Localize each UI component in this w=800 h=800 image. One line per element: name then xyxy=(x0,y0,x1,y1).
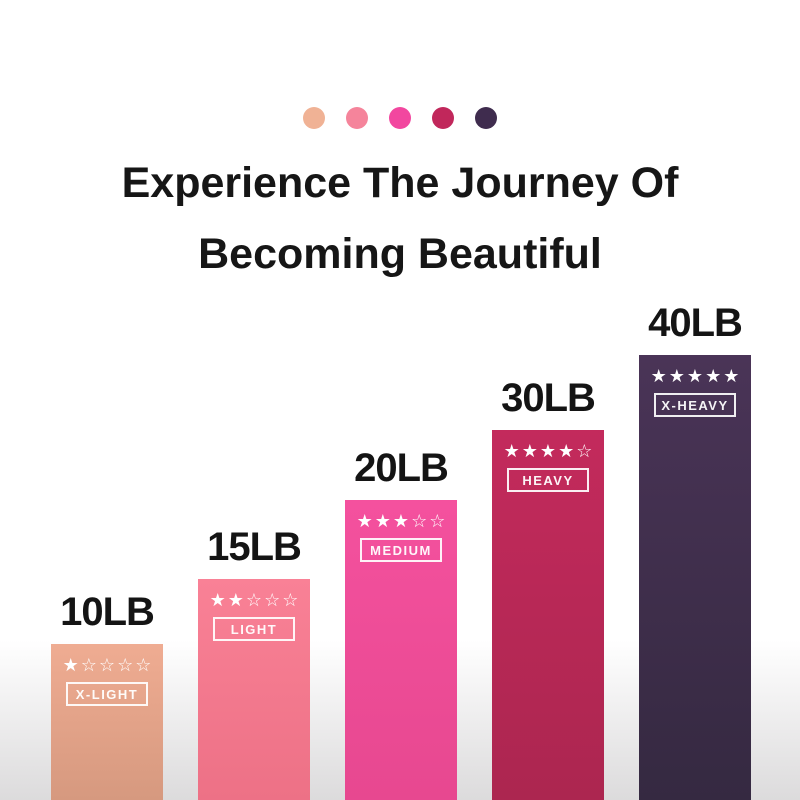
star-rating: ★★☆☆☆ xyxy=(209,590,301,611)
bar-group-15lb: 15LB ★★☆☆☆ LIGHT xyxy=(198,525,310,800)
palette-dot-light xyxy=(346,107,368,129)
title-line-1: Experience The Journey Of xyxy=(121,159,679,207)
bar-group-20lb: 20LB ★★★☆☆ MEDIUM xyxy=(345,446,457,800)
bar-group-30lb: 30LB ★★★★☆ HEAVY xyxy=(492,376,604,800)
bar-weight-label: 10LB xyxy=(60,590,155,634)
bar-group-40lb: 40LB ★★★★★ X-HEAVY xyxy=(639,301,751,800)
level-badge: HEAVY xyxy=(507,468,589,492)
bar-20lb: ★★★☆☆ MEDIUM xyxy=(345,500,457,800)
level-badge: MEDIUM xyxy=(360,538,442,562)
bar-weight-label: 40LB xyxy=(648,301,743,345)
bar-weight-label: 15LB xyxy=(207,525,302,569)
palette-dot-xlight xyxy=(303,107,325,129)
bar-30lb: ★★★★☆ HEAVY xyxy=(492,430,604,800)
star-rating: ★☆☆☆☆ xyxy=(62,655,154,676)
palette-dot-xheavy xyxy=(475,107,497,129)
bar-15lb: ★★☆☆☆ LIGHT xyxy=(198,579,310,800)
page-title: Experience The Journey Of Becoming Beaut… xyxy=(0,148,800,290)
star-rating: ★★★☆☆ xyxy=(356,511,448,532)
star-rating: ★★★★☆ xyxy=(503,441,595,462)
bar-40lb: ★★★★★ X-HEAVY xyxy=(639,355,751,800)
star-rating: ★★★★★ xyxy=(650,366,742,387)
bar-weight-label: 20LB xyxy=(354,446,449,490)
title-line-2: Becoming Beautiful xyxy=(198,230,602,278)
level-badge: X-LIGHT xyxy=(66,682,148,706)
palette-dot-medium xyxy=(389,107,411,129)
bar-weight-label: 30LB xyxy=(501,376,596,420)
bar-10lb: ★☆☆☆☆ X-LIGHT xyxy=(51,644,163,800)
level-badge: X-HEAVY xyxy=(654,393,736,417)
color-palette-dots xyxy=(0,107,800,129)
bar-group-10lb: 10LB ★☆☆☆☆ X-LIGHT xyxy=(51,590,163,800)
palette-dot-heavy xyxy=(432,107,454,129)
level-badge: LIGHT xyxy=(213,617,295,641)
